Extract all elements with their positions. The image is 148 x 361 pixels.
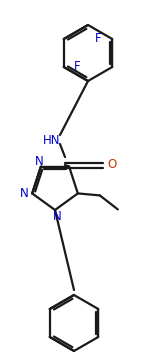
Text: O: O: [107, 158, 117, 171]
Text: N: N: [53, 209, 61, 222]
Text: F: F: [95, 32, 102, 45]
Text: N: N: [20, 187, 29, 200]
Text: N: N: [34, 155, 43, 168]
Text: F: F: [73, 61, 80, 74]
Text: HN: HN: [43, 134, 61, 147]
